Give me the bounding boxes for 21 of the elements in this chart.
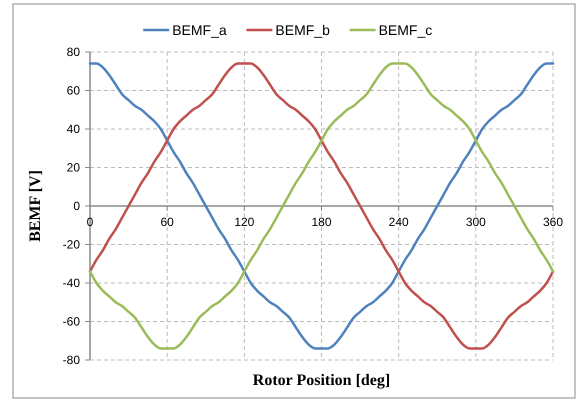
legend-label: BEMF_b [275, 22, 330, 38]
legend-label: BEMF_c [378, 22, 432, 38]
y-tick-label: -60 [62, 314, 80, 329]
y-tick-label: 40 [66, 122, 80, 136]
x-axis-title: Rotor Position [deg] [252, 372, 390, 389]
y-tick-label: 0 [73, 199, 80, 214]
y-tick-label: 60 [66, 84, 80, 98]
x-tick-label: 240 [388, 215, 409, 229]
y-tick-label: -40 [62, 276, 80, 290]
y-tick-label: 80 [66, 45, 80, 60]
y-axis-title: BEMF [V] [27, 170, 44, 242]
x-tick-label: 60 [160, 215, 174, 229]
y-tick-label: -80 [62, 353, 80, 368]
legend-label: BEMF_a [172, 22, 227, 38]
y-tick-label: 20 [66, 160, 80, 175]
x-tick-label: 0 [86, 215, 94, 229]
y-tick-label: -20 [62, 238, 80, 252]
x-tick-label: 120 [234, 215, 255, 229]
x-tick-label: 300 [466, 215, 486, 229]
x-tick-label: 180 [311, 215, 332, 229]
x-tick-label: 360 [542, 215, 564, 229]
